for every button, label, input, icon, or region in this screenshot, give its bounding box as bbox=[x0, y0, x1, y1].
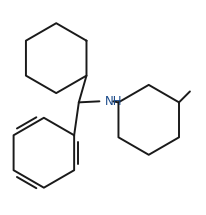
Text: NH: NH bbox=[104, 95, 122, 108]
